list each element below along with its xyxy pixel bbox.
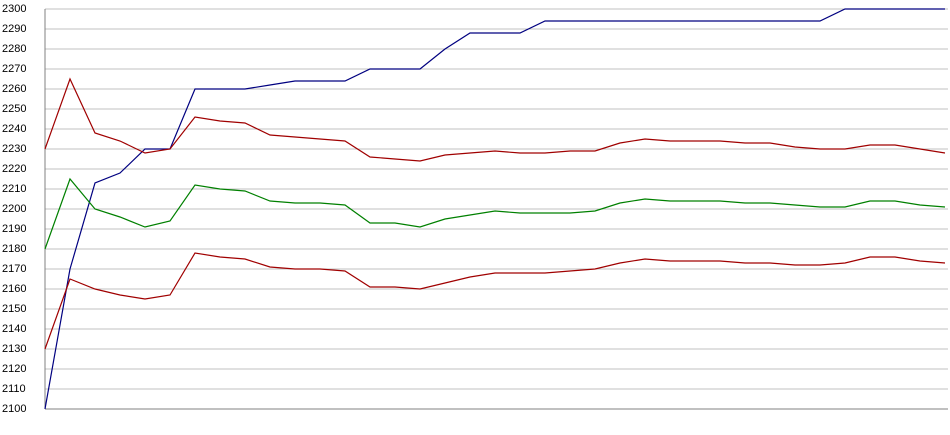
series-line (44, 252, 946, 350)
y-tick-label: 2190 (2, 223, 26, 235)
y-tick-label: 2200 (2, 203, 26, 215)
y-tick-label: 2300 (2, 3, 26, 15)
y-tick-label: 2100 (2, 403, 26, 415)
series-line (44, 8, 945, 410)
y-tick-label: 2210 (2, 183, 26, 195)
y-tick-label: 2180 (2, 243, 26, 255)
y-tick-label: 2260 (2, 83, 26, 95)
y-tick-label: 2170 (2, 263, 26, 275)
y-tick-label: 2250 (2, 103, 26, 115)
y-tick-label: 2110 (2, 383, 26, 395)
y-tick-label: 2120 (2, 363, 26, 375)
y-tick-label: 2290 (2, 23, 26, 35)
y-tick-label: 2240 (2, 123, 26, 135)
y-tick-label: 2160 (2, 283, 26, 295)
series-line (44, 77, 946, 162)
y-tick-label: 2130 (2, 343, 26, 355)
series-line (44, 177, 946, 250)
y-tick-label: 2280 (2, 43, 26, 55)
y-tick-label: 2220 (2, 163, 26, 175)
y-tick-label: 2230 (2, 143, 26, 155)
y-tick-label: 2140 (2, 323, 26, 335)
y-tick-label: 2270 (2, 63, 26, 75)
y-tick-label: 2150 (2, 303, 26, 315)
